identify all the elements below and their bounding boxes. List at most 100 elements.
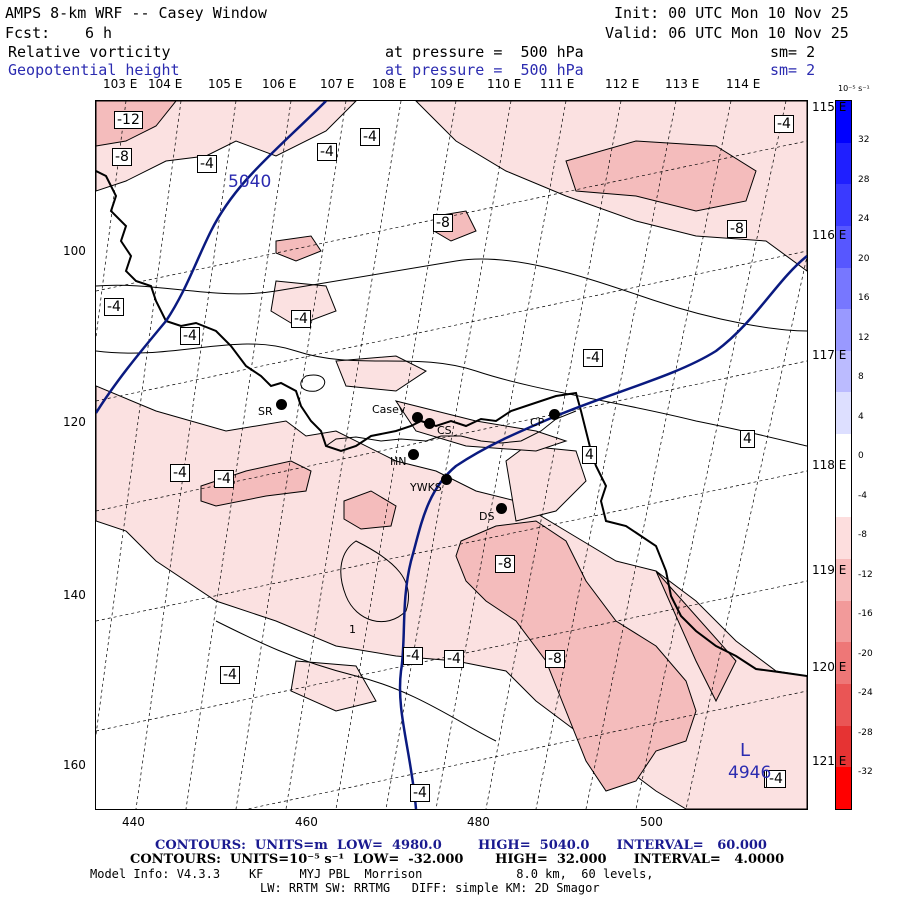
right-longitude-label: 117 E bbox=[812, 348, 847, 362]
colorbar-unit: 10⁻⁵ s⁻¹ bbox=[838, 84, 870, 93]
colorbar-label: 24 bbox=[858, 214, 870, 224]
footer-model-info: Model Info: V4.3.3 KF MYJ PBL Morrison 8… bbox=[90, 867, 654, 881]
station-label: CS bbox=[437, 424, 452, 437]
contour-label: -8 bbox=[112, 148, 132, 166]
y-tick-label: 100 bbox=[63, 244, 86, 258]
right-longitude-label: 115 E bbox=[812, 100, 847, 114]
colorbar-label: -28 bbox=[858, 727, 873, 738]
contour-label: -8 bbox=[545, 650, 565, 668]
contour-label: -4 bbox=[197, 155, 217, 173]
colorbar-label: -24 bbox=[858, 688, 873, 698]
colorbar-label: 4 bbox=[858, 411, 864, 422]
contour-label: -4 bbox=[317, 143, 337, 161]
meridian-line bbox=[96, 101, 182, 738]
contour-label: -4 bbox=[170, 464, 190, 482]
contour-label: -4 bbox=[180, 327, 200, 345]
station-marker bbox=[276, 399, 287, 410]
colorbar-label: 16 bbox=[858, 293, 870, 303]
station-label: YWKS bbox=[410, 481, 442, 494]
colorbar-label: 20 bbox=[858, 253, 870, 264]
meridian-line bbox=[685, 254, 807, 809]
station-marker bbox=[424, 418, 435, 429]
parallel-line bbox=[96, 470, 807, 622]
top-longitude-label: 111 E bbox=[540, 77, 575, 91]
right-longitude-label: 120 E bbox=[812, 660, 847, 674]
station-marker bbox=[441, 474, 452, 485]
right-longitude-label: 119 E bbox=[812, 563, 847, 577]
vorticity-contour-line bbox=[96, 343, 807, 447]
contour-label: -4 bbox=[360, 128, 380, 146]
meridian-line bbox=[535, 101, 677, 809]
y-tick-label: 160 bbox=[63, 758, 86, 772]
init-time: Init: 00 UTC Mon 10 Nov 25 bbox=[614, 4, 849, 22]
map-svg bbox=[96, 101, 807, 809]
field1-name: Relative vorticity bbox=[8, 43, 171, 61]
colorbar-label: -32 bbox=[858, 767, 873, 777]
vorticity-fill-region-strong bbox=[565, 140, 757, 212]
contour-label: -8 bbox=[495, 555, 515, 573]
meridian-line bbox=[635, 101, 787, 809]
colorbar-swatch bbox=[836, 475, 851, 518]
x-tick-label: 500 bbox=[640, 815, 663, 829]
station-marker bbox=[408, 449, 419, 460]
colorbar-label: -16 bbox=[858, 609, 873, 619]
vorticity-fill-region bbox=[96, 385, 807, 809]
colorbar-label: -4 bbox=[858, 490, 867, 501]
top-longitude-label: 103 E bbox=[103, 77, 138, 91]
forecast-value: 6 h bbox=[85, 24, 113, 42]
top-longitude-label: 109 E bbox=[430, 77, 465, 91]
colorbar-label: 0 bbox=[858, 451, 864, 461]
footer-height-contours: CONTOURS: UNITS=m LOW= 4980.0 HIGH= 5040… bbox=[155, 838, 767, 853]
coastline bbox=[96, 170, 807, 677]
field2-smoothing: sm= 2 bbox=[770, 61, 816, 79]
vorticity-fill-region bbox=[394, 400, 568, 452]
x-tick-label: 480 bbox=[467, 815, 490, 829]
plot-title: AMPS 8-km WRF -- Casey Window bbox=[5, 4, 267, 22]
station-label: CP bbox=[530, 416, 545, 429]
vorticity-contour-line bbox=[96, 258, 807, 332]
station-marker bbox=[496, 503, 507, 514]
top-longitude-label: 113 E bbox=[665, 77, 700, 91]
meridian-line bbox=[135, 101, 237, 809]
top-longitude-label: 105 E bbox=[208, 77, 243, 91]
height-contour-5040 bbox=[96, 101, 327, 414]
colorbar-swatch bbox=[836, 642, 851, 684]
colorbar-swatch bbox=[836, 683, 851, 726]
top-longitude-label: 112 E bbox=[605, 77, 640, 91]
colorbar-swatch bbox=[836, 725, 851, 768]
meridian-line bbox=[185, 101, 292, 809]
contour-label: 4 bbox=[740, 430, 755, 448]
contour-label: -4 bbox=[214, 470, 234, 488]
contour-label: 4 bbox=[582, 446, 597, 464]
contour-label: -4 bbox=[403, 647, 423, 665]
station-label: HN bbox=[390, 455, 407, 468]
station-marker bbox=[412, 412, 423, 423]
vorticity-fill-region-strong bbox=[343, 490, 397, 530]
vorticity-fill-region bbox=[335, 355, 427, 392]
field1-level: at pressure = 500 hPa bbox=[385, 43, 584, 61]
meridian-line bbox=[585, 101, 732, 809]
colorbar-swatch bbox=[836, 559, 851, 601]
contour-label: -12 bbox=[114, 111, 143, 129]
colorbar-swatch bbox=[836, 184, 851, 226]
contour-label: -4 bbox=[220, 666, 240, 684]
colorbar-swatch bbox=[836, 600, 851, 643]
field2-name: Geopotential height bbox=[8, 61, 180, 79]
colorbar-label: -20 bbox=[858, 648, 873, 659]
colorbar-swatch bbox=[836, 767, 851, 809]
vorticity-contour-line bbox=[340, 540, 410, 623]
colorbar-label: 28 bbox=[858, 174, 870, 185]
contour-label: -4 bbox=[583, 349, 603, 367]
parallel-line bbox=[96, 140, 807, 292]
station-label: Casey bbox=[372, 403, 406, 416]
field2-level: at pressure = 500 hPa bbox=[385, 61, 584, 79]
parallel-line bbox=[96, 250, 807, 402]
vorticity-fill-region bbox=[290, 660, 377, 712]
valid-time: Valid: 06 UTC Mon 10 Nov 25 bbox=[605, 24, 849, 42]
top-longitude-label: 110 E bbox=[487, 77, 522, 91]
colorbar-swatch bbox=[836, 434, 851, 476]
contour-label: -4 bbox=[291, 310, 311, 328]
top-longitude-label: 108 E bbox=[372, 77, 407, 91]
y-tick-label: 120 bbox=[63, 415, 86, 429]
footer-physics-info: LW: RRTM SW: RRTMG DIFF: simple KM: 2D S… bbox=[260, 881, 600, 895]
